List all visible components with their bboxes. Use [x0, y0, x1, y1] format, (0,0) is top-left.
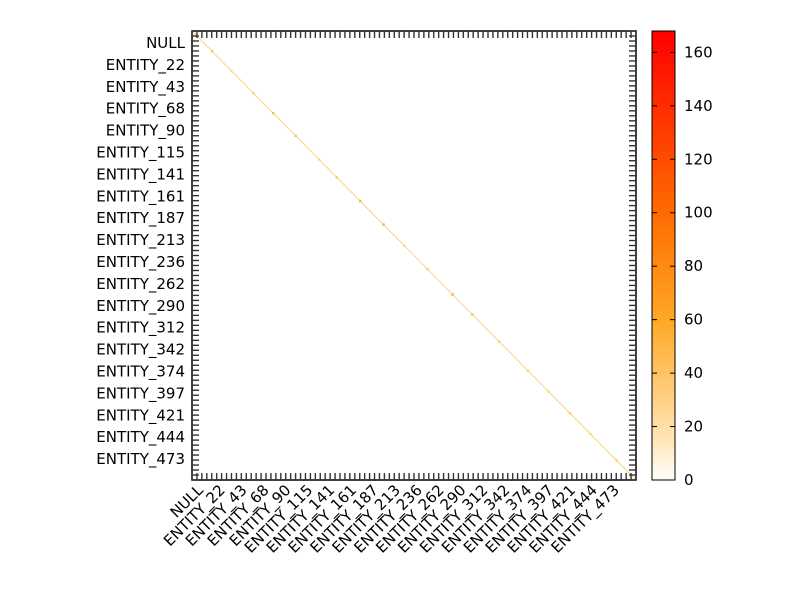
y-tick-label: ENTITY_374 — [96, 363, 185, 382]
y-tick-label: ENTITY_161 — [96, 187, 185, 206]
colorbar-tick-label: 20 — [684, 418, 703, 436]
y-tick-label: ENTITY_187 — [96, 209, 185, 228]
y-tick-labels: NULL ENTITY_22 ENTITY_43 ENTITY_68 ENTITY_90… — [96, 34, 185, 469]
y-tick-label: ENTITY_444 — [96, 428, 185, 447]
colorbar-tick-label: 40 — [684, 364, 703, 382]
y-tick-label: ENTITY_68 — [106, 100, 185, 119]
diagonal-trace — [192, 31, 636, 480]
x-tick-labels: NULLENTITY_22ENTITY_43ENTITY_68ENTITY_90… — [160, 481, 624, 558]
y-tick-label: NULL — [146, 34, 186, 52]
y-tick-label: ENTITY_43 — [106, 78, 185, 97]
colorbar-tick-label: 160 — [684, 43, 713, 61]
colorbar-tick-label: 100 — [684, 204, 713, 222]
y-tick-label: ENTITY_141 — [96, 165, 185, 184]
plot-frame — [191, 30, 637, 481]
y-tick-label: ENTITY_342 — [96, 341, 185, 360]
y-tick-label: ENTITY_90 — [106, 122, 185, 141]
colorbar — [651, 30, 676, 481]
y-tick-label: ENTITY_262 — [96, 275, 185, 294]
colorbar-ticks: 0 20 40 60 80 100 120 140 160 — [652, 43, 713, 489]
y-tick-label: ENTITY_421 — [96, 406, 185, 425]
colorbar-tick-label: 120 — [684, 150, 713, 168]
y-tick-label: ENTITY_290 — [96, 297, 185, 316]
y-tick-label: ENTITY_397 — [96, 384, 185, 403]
y-tick-label: ENTITY_213 — [96, 231, 185, 250]
colorbar-tick-label: 140 — [684, 97, 713, 115]
y-tick-label: ENTITY_22 — [106, 56, 185, 75]
y-tick-label: ENTITY_236 — [96, 253, 185, 272]
colorbar-tick-label: 80 — [684, 257, 703, 275]
colorbar-tick-label: 60 — [684, 311, 703, 329]
colorbar-tick-label: 0 — [684, 471, 694, 489]
y-tick-label: ENTITY_115 — [96, 144, 185, 163]
y-tick-label: ENTITY_473 — [96, 450, 185, 469]
y-tick-label: ENTITY_312 — [96, 319, 185, 338]
